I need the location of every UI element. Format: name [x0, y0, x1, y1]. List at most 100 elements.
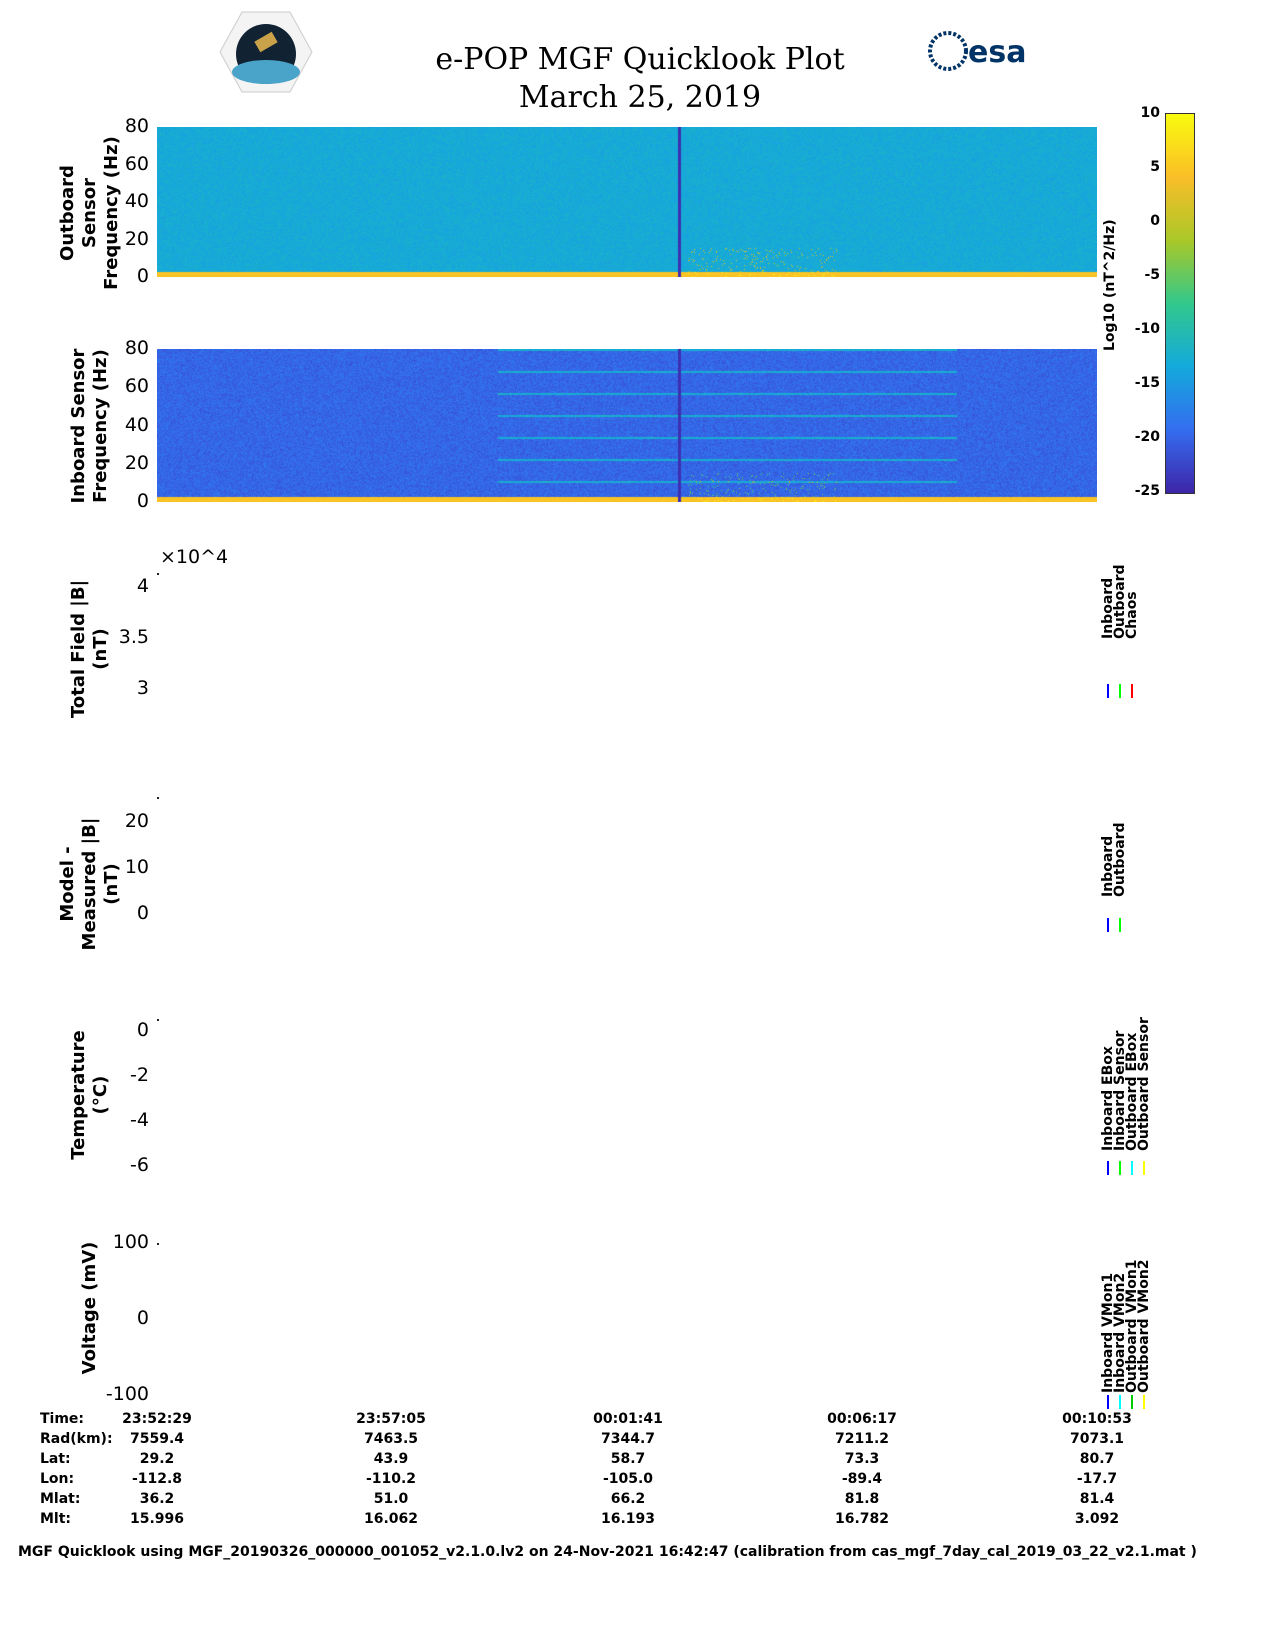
y-tick-label: 100 [112, 1231, 149, 1253]
table-cell: 81.4 [1079, 1491, 1115, 1507]
colorbar [1165, 113, 1195, 494]
table-cell: 00:01:41 [593, 1411, 663, 1427]
colorbar-tick: 10 [1140, 105, 1160, 121]
table-cell: 81.8 [844, 1491, 880, 1507]
table-cell: 00:06:17 [827, 1411, 897, 1427]
table-cell: -110.2 [365, 1471, 417, 1487]
y-tick-label: 3 [136, 676, 149, 699]
table-cell: 3.092 [1074, 1511, 1120, 1527]
y-tick-label: 20 [124, 227, 149, 250]
legend-swatch [1131, 684, 1133, 698]
colorbar-tick: -5 [1144, 267, 1160, 283]
colorbar-tick: -25 [1134, 483, 1160, 499]
legend-entry: Outboard VMon2 [1136, 1259, 1152, 1393]
legend-swatch [1119, 1395, 1121, 1409]
table-cell: -17.7 [1076, 1471, 1118, 1487]
table-cell: 23:52:29 [122, 1411, 192, 1427]
plot-date: March 25, 2019 [518, 80, 762, 115]
y-tick-label: 40 [124, 190, 149, 212]
y-tick-label: 0 [136, 1307, 149, 1329]
line-plot [157, 573, 159, 575]
legend-entry: Chaos [1124, 591, 1140, 639]
legend-entry: Outboard Sensor [1136, 1017, 1152, 1151]
colorbar-tick: -10 [1134, 321, 1160, 337]
footer-text: MGF Quicklook using MGF_20190326_000000_… [18, 1544, 1197, 1560]
legend-swatch [1131, 1161, 1133, 1175]
y-tick-label: 3.5 [118, 625, 149, 648]
line-plot [157, 797, 159, 799]
spectrogram [157, 127, 1097, 277]
esa-logo: esa [928, 31, 1026, 71]
y-tick-label: 20 [124, 451, 149, 474]
y-tick-label: 0 [136, 1019, 149, 1042]
table-cell: 16.062 [363, 1511, 419, 1527]
table-cell: 7211.2 [834, 1431, 890, 1447]
y-tick-label: 80 [124, 115, 149, 137]
table-cell: 36.2 [139, 1491, 175, 1507]
y-tick-label: 40 [124, 413, 149, 436]
legend-swatch [1131, 1395, 1133, 1409]
y-tick-label: 0 [136, 265, 149, 287]
legend-swatch [1107, 918, 1109, 932]
table-cell: 7073.1 [1069, 1431, 1125, 1447]
line-plot [157, 1019, 159, 1021]
legend-swatch [1143, 1161, 1145, 1175]
table-cell: 16.782 [834, 1511, 890, 1527]
line-plot [157, 1243, 159, 1245]
plot-title: e-POP MGF Quicklook Plot [435, 42, 845, 77]
y-tick-label: 60 [124, 152, 149, 175]
legend-swatch [1119, 1161, 1121, 1175]
table-row-label: Mlt: [40, 1511, 72, 1527]
table-cell: 29.2 [139, 1451, 175, 1467]
colorbar-tick: -15 [1134, 375, 1160, 391]
legend-swatch [1107, 1395, 1109, 1409]
legend-swatch [1107, 1161, 1109, 1175]
legend-entry: Outboard [1112, 822, 1128, 897]
y-tick-label: 4 [136, 575, 149, 598]
legend-swatch [1107, 684, 1109, 698]
table-cell: 7463.5 [363, 1431, 419, 1447]
table-cell: 43.9 [373, 1451, 409, 1467]
cassiope-logo [219, 11, 313, 93]
axis-exponent: ×10^4 [160, 546, 229, 568]
table-cell: -89.4 [841, 1471, 883, 1487]
y-tick-label: 0 [136, 490, 149, 512]
y-tick-label: 20 [124, 810, 149, 833]
legend-swatch [1119, 684, 1121, 698]
table-cell: 80.7 [1079, 1451, 1115, 1467]
legend-swatch [1119, 918, 1121, 932]
table-row-label: Mlat: [40, 1491, 81, 1507]
table-cell: 51.0 [373, 1491, 409, 1507]
table-cell: -112.8 [131, 1471, 183, 1487]
table-cell: 23:57:05 [356, 1411, 426, 1427]
table-cell: 58.7 [610, 1451, 646, 1467]
table-cell: 00:10:53 [1062, 1411, 1132, 1427]
y-tick-label: -6 [130, 1154, 149, 1177]
y-tick-label: -4 [130, 1109, 149, 1132]
y-tick-label: 60 [124, 375, 149, 398]
legend-swatch [1143, 1395, 1145, 1409]
colorbar-tick: -20 [1134, 429, 1160, 445]
table-row-label: Time: [40, 1411, 85, 1427]
y-tick-label: -100 [105, 1383, 149, 1405]
y-tick-label: 10 [124, 855, 149, 878]
table-row-label: Rad(km): [40, 1431, 113, 1447]
table-cell: 15.996 [129, 1511, 185, 1527]
table-row-label: Lon: [40, 1471, 75, 1487]
table-cell: -105.0 [602, 1471, 654, 1487]
table-cell: 66.2 [610, 1491, 646, 1507]
colorbar-tick: 5 [1150, 159, 1160, 175]
table-cell: 73.3 [844, 1451, 880, 1467]
table-cell: 7344.7 [600, 1431, 656, 1447]
colorbar-label: Log10 (nT^2/Hz) [1102, 219, 1118, 351]
y-tick-label: 80 [124, 337, 149, 359]
colorbar-tick: 0 [1150, 213, 1160, 229]
y-tick-label: 0 [136, 901, 149, 924]
table-row-label: Lat: [40, 1451, 71, 1467]
table-cell: 7559.4 [129, 1431, 185, 1447]
spectrogram [157, 349, 1097, 502]
svg-text:esa: esa [968, 35, 1026, 70]
table-cell: 16.193 [600, 1511, 656, 1527]
y-tick-label: -2 [130, 1064, 149, 1087]
